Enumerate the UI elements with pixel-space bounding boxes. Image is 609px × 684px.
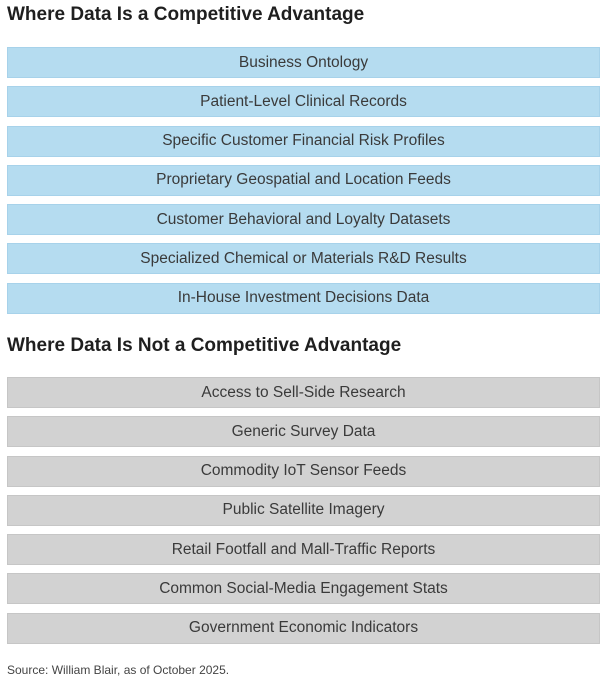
not-advantage-item-sell-side-research: Access to Sell-Side Research	[7, 377, 600, 408]
advantage-section-title: Where Data Is a Competitive Advantage	[7, 4, 365, 25]
advantage-list: Business Ontology Patient-Level Clinical…	[7, 47, 600, 322]
not-advantage-section-title: Where Data Is Not a Competitive Advantag…	[7, 335, 402, 356]
not-advantage-item-generic-survey-data: Generic Survey Data	[7, 416, 600, 448]
not-advantage-item-iot-sensor-feeds: Commodity IoT Sensor Feeds	[7, 455, 600, 487]
not-advantage-item-social-media-stats: Common Social-Media Engagement Stats	[7, 573, 600, 605]
advantage-item-business-ontology: Business Ontology	[7, 47, 600, 78]
not-advantage-item-economic-indicators: Government Economic Indicators	[7, 612, 600, 644]
not-advantage-item-satellite-imagery: Public Satellite Imagery	[7, 494, 600, 526]
source-note: Source: William Blair, as of October 202…	[7, 663, 230, 677]
advantage-item-investment-decisions-data: In-House Investment Decisions Data	[7, 282, 600, 314]
advantage-item-geospatial-feeds: Proprietary Geospatial and Location Feed…	[7, 164, 600, 196]
not-advantage-item-footfall-reports: Retail Footfall and Mall-Traffic Reports	[7, 534, 600, 566]
advantage-item-clinical-records: Patient-Level Clinical Records	[7, 86, 600, 118]
advantage-item-financial-risk-profiles: Specific Customer Financial Risk Profile…	[7, 125, 600, 157]
advantage-item-behavioral-loyalty-datasets: Customer Behavioral and Loyalty Datasets	[7, 204, 600, 236]
not-advantage-list: Access to Sell-Side Research Generic Sur…	[7, 377, 600, 652]
advantage-item-chemical-materials-results: Specialized Chemical or Materials R&D Re…	[7, 243, 600, 275]
